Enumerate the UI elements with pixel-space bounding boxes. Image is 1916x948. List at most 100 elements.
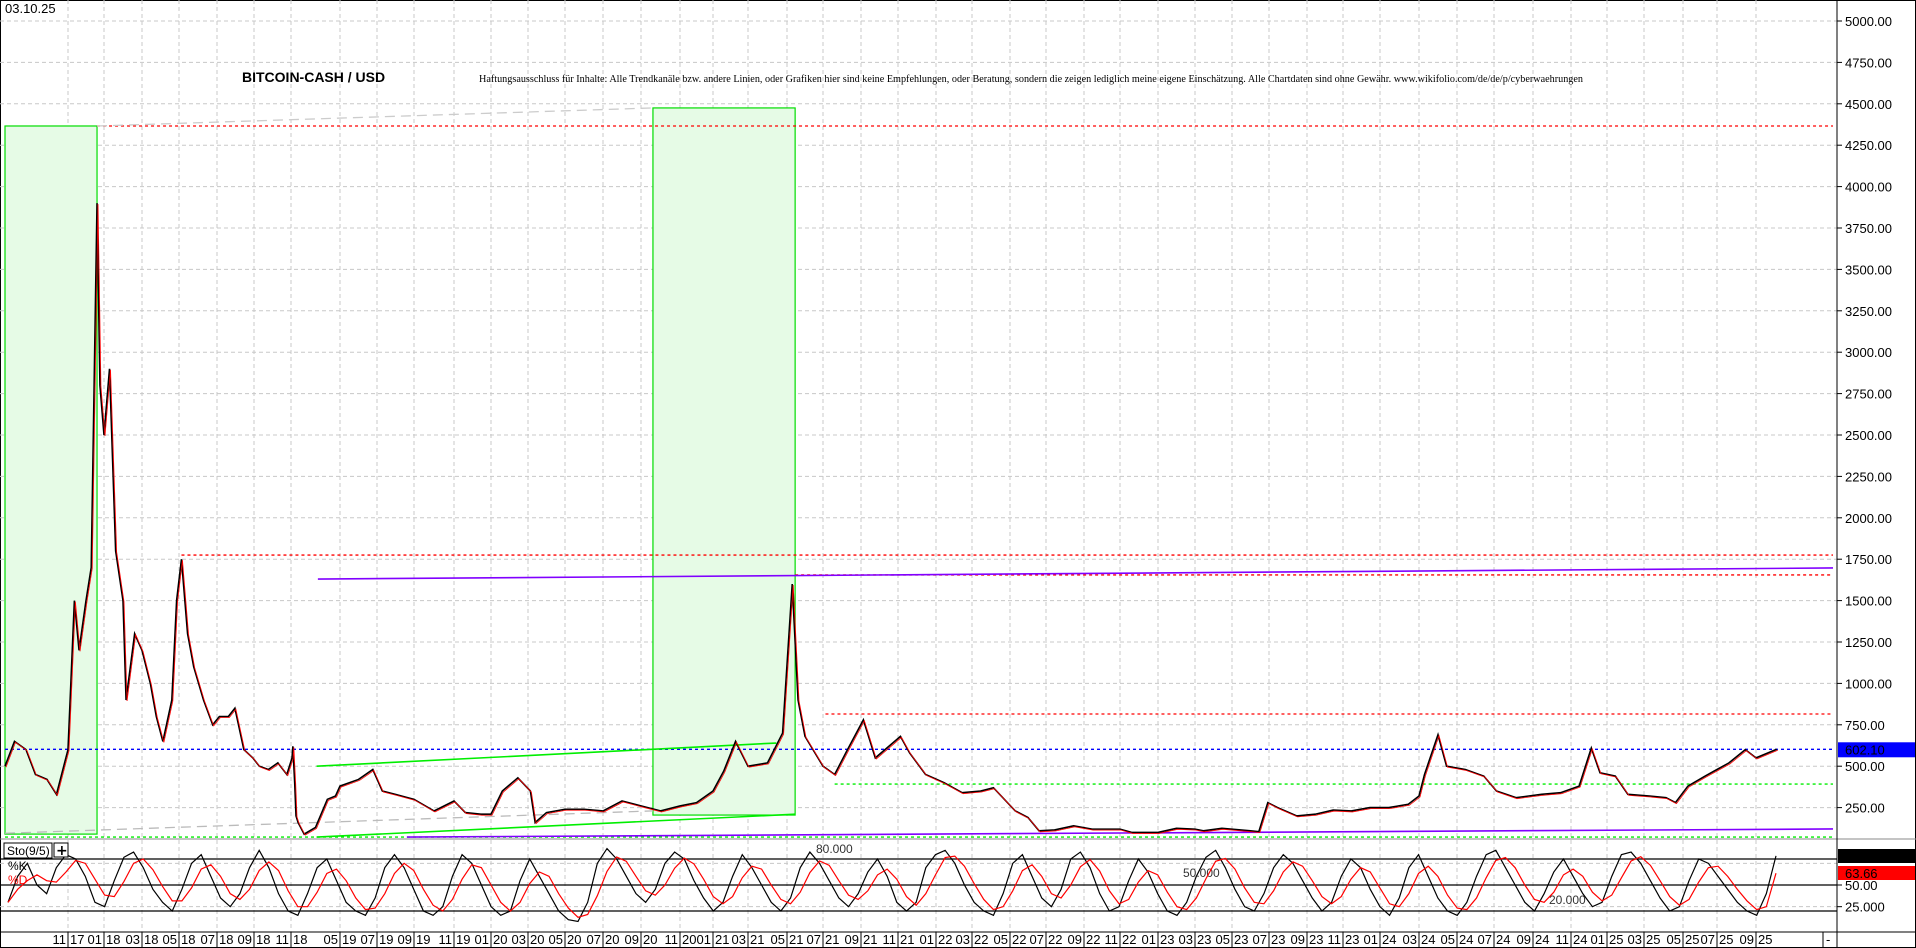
date-tick-year: 22 (1048, 932, 1062, 947)
date-tick-month: 01 (697, 932, 711, 947)
date-tick-year: 22 (1086, 932, 1100, 947)
price-tick-label: 1250.00 (1845, 635, 1892, 650)
date-tick-year: 17 (70, 932, 84, 947)
indicator-add-button[interactable] (53, 842, 69, 858)
stoch-d-value: 63.66 (1845, 866, 1878, 881)
scroll-marker: - (1826, 932, 1830, 947)
stoch-tick-label: 25.000 (1845, 900, 1885, 915)
stoch-level-label: 20.000 (1549, 893, 1586, 907)
date-tick-month: 11 (883, 932, 897, 947)
date-tick-year: 25 (1719, 932, 1733, 947)
plus-icon: + (56, 843, 68, 859)
date-tick-month: 09 (238, 932, 252, 947)
date-tick-month: 01 (88, 932, 102, 947)
date-tick-month: 05 (1441, 932, 1455, 947)
date-tick-year: 20 (567, 932, 581, 947)
date-tick-month: 11 (665, 932, 679, 947)
date-tick-year: 20 (530, 932, 544, 947)
date-tick-month: 11 (1328, 932, 1342, 947)
date-tick-month: 11 (439, 932, 453, 947)
date-tick-year: 24 (1535, 932, 1549, 947)
price-line (4, 203, 1778, 836)
date-tick-month: 07 (587, 932, 601, 947)
date-tick-month: 03 (1179, 932, 1193, 947)
price-tick-label: 2500.00 (1845, 428, 1892, 443)
date-tick-year: 21 (750, 932, 764, 947)
price-tick-label: 1500.00 (1845, 594, 1892, 609)
date-tick-year: 23 (1160, 932, 1174, 947)
trend-line (97, 107, 653, 127)
date-tick-month: 11 (53, 932, 67, 947)
stoch-k-value: 83.60 (1845, 849, 1878, 864)
date-tick-year: 18 (219, 932, 233, 947)
stoch-d-value-box (1838, 866, 1915, 880)
highlight-box (4, 125, 98, 835)
date-tick-month: 07 (1478, 932, 1492, 947)
last-price-box (1838, 742, 1915, 758)
date-tick-month: 09 (1068, 932, 1082, 947)
date-tick-year: 23 (1234, 932, 1248, 947)
stoch-level-label: 80.000 (816, 842, 853, 856)
date-tick-year: 22 (1012, 932, 1026, 947)
chart-date: 03.10.25 (5, 1, 56, 16)
price-tick-label: 500.00 (1845, 759, 1885, 774)
chart-title: BITCOIN-CASH / USD (242, 69, 385, 85)
date-tick-year: 25 (1685, 932, 1699, 947)
date-tick-year: 19 (379, 932, 393, 947)
price-tick-label: 4000.00 (1845, 180, 1892, 195)
date-tick-year: 20 (493, 932, 507, 947)
date-tick-year: 22 (974, 932, 988, 947)
price-tick-label: 1750.00 (1845, 552, 1892, 567)
trend-line (316, 742, 777, 767)
date-tick-month: 07 (201, 932, 215, 947)
date-tick-month: 11 (1556, 932, 1570, 947)
date-tick-month: 03 (732, 932, 746, 947)
date-tick-month: 07 (1253, 932, 1267, 947)
date-tick-month: 01 (475, 932, 489, 947)
price-tick-label: 3500.00 (1845, 262, 1892, 277)
trend-line (317, 567, 1834, 580)
disclaimer-text: Haftungsausschluss für Inhalte: Alle Tre… (479, 73, 1583, 85)
date-tick-month: 01 (1142, 932, 1156, 947)
date-tick-year: 24 (1421, 932, 1435, 947)
date-tick-month: 03 (126, 932, 140, 947)
annotation-lines (4, 107, 1834, 838)
trend-line (4, 810, 653, 834)
date-tick-year: 25 (1646, 932, 1660, 947)
date-tick-year: 25 (1609, 932, 1623, 947)
date-tick-year: 23 (1271, 932, 1285, 947)
date-tick-month: 11 (276, 932, 290, 947)
price-tick-label: 250.00 (1845, 801, 1885, 816)
indicator-label-box[interactable] (3, 842, 53, 859)
price-tick-label: 2750.00 (1845, 387, 1892, 402)
highlight-box (652, 107, 796, 816)
date-tick-year: 18 (144, 932, 158, 947)
date-tick-year: 22 (1122, 932, 1136, 947)
date-tick-year: 18 (106, 932, 120, 947)
date-tick-month: 11 (1105, 932, 1119, 947)
price-line-down-bars (5, 204, 1778, 836)
price-tick-label: 2250.00 (1845, 469, 1892, 484)
date-tick-month: 09 (1291, 932, 1305, 947)
date-tick-year: 21 (863, 932, 877, 947)
date-tick-year: 19 (456, 932, 470, 947)
annotation-boxes (4, 107, 796, 835)
date-tick-month: 01 (920, 932, 934, 947)
trend-line (316, 813, 796, 838)
date-tick-month: 09 (1740, 932, 1754, 947)
price-tick-label: 3250.00 (1845, 304, 1892, 319)
stoch-k-line (7, 847, 1777, 923)
date-tick-year: 21 (789, 932, 803, 947)
date-tick-month: 09 (625, 932, 639, 947)
price-tick-label: 3000.00 (1845, 345, 1892, 360)
date-tick-month: 03 (956, 932, 970, 947)
date-tick-month: 07 (1030, 932, 1044, 947)
date-tick-month: 03 (512, 932, 526, 947)
price-tick-label: 5000.00 (1845, 14, 1892, 29)
date-tick-month: 07 (361, 932, 375, 947)
date-tick-year: 23 (1197, 932, 1211, 947)
legend-k: %K (8, 859, 27, 873)
